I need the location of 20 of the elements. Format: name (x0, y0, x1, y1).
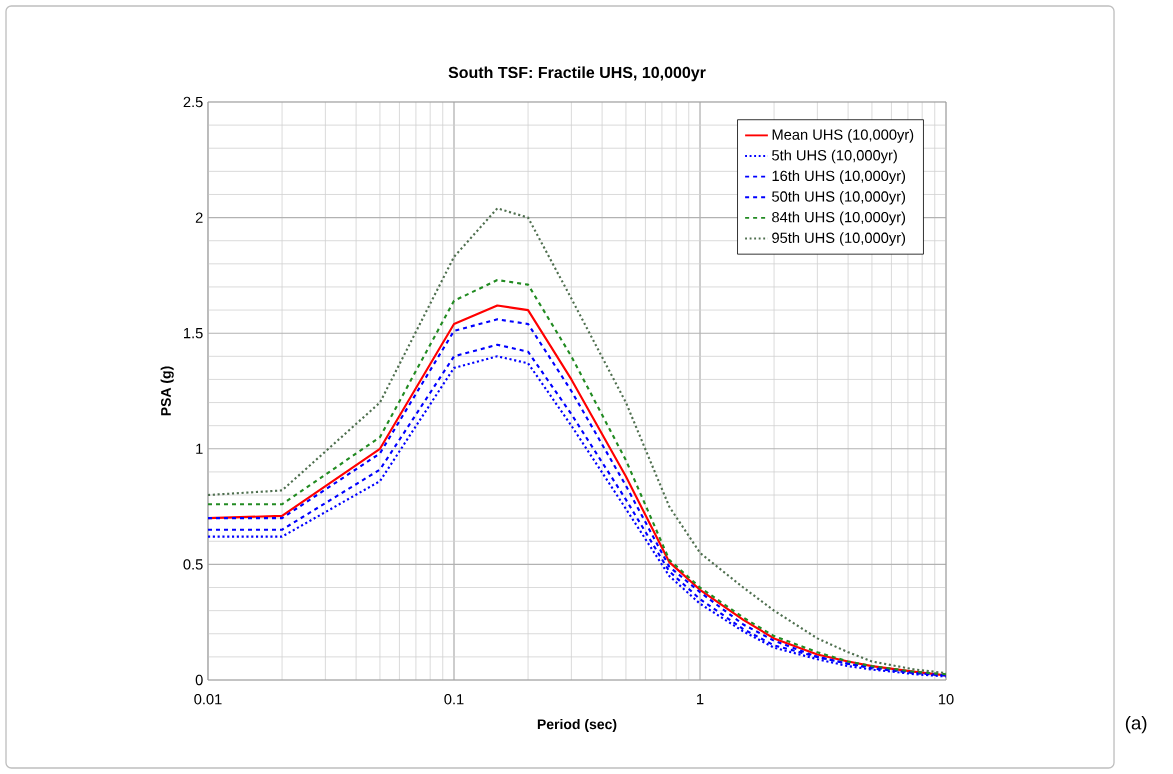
y-tick-label: 2.5 (183, 96, 203, 108)
y-axis-title: PSA (g) (160, 366, 174, 416)
legend-label: 84th UHS (10,000yr) (772, 211, 906, 226)
legend-label: Mean UHS (10,000yr) (772, 129, 914, 143)
text: (a) (1125, 715, 1147, 734)
legend-label: 95th UHS (10,000yr) (772, 232, 906, 246)
legend-label: 16th UHS (10,000yr) (772, 170, 906, 184)
y-tick-label: 0 (195, 674, 203, 686)
legend-label: 50th UHS (10,000yr) (772, 190, 906, 205)
chart-title: South TSF: Fractile UHS, 10,000yr (448, 66, 706, 82)
y-tick-label: 1 (196, 443, 203, 454)
y-tick-label: 1.5 (184, 328, 203, 339)
x-tick-label: 1 (697, 694, 704, 705)
y-tick-label: 2 (195, 212, 203, 223)
x-tick-label: 0.1 (444, 694, 464, 705)
y-tick-label: 0.5 (183, 559, 203, 570)
x-tick-label: 0.01 (194, 694, 222, 705)
legend-label: 5th UHS (10,000yr) (772, 149, 897, 164)
x-axis-title: Period (sec) (537, 718, 617, 732)
x-tick-label: 10 (938, 694, 954, 705)
